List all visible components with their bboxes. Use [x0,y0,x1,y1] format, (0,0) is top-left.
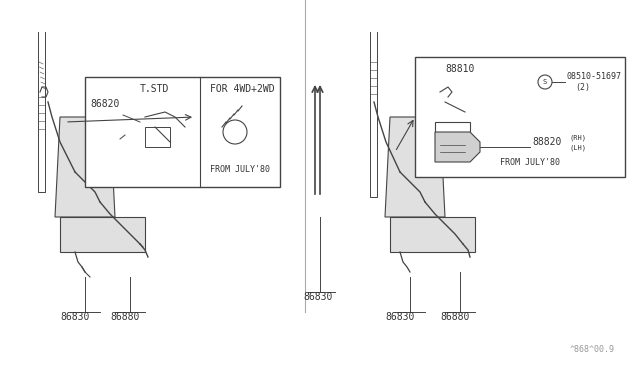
Text: FROM JULY'80: FROM JULY'80 [500,158,560,167]
Polygon shape [390,217,475,252]
Text: 86880: 86880 [110,312,140,322]
Text: FOR 4WD+2WD: FOR 4WD+2WD [210,84,275,94]
Text: 86830: 86830 [303,292,333,302]
Text: 86830: 86830 [60,312,90,322]
Bar [415,57,625,177]
Bar [435,122,470,142]
Text: (RH): (RH) [570,134,587,141]
Text: T.STD: T.STD [140,84,170,94]
Text: 86880: 86880 [440,312,470,322]
Text: 08510-51697: 08510-51697 [567,72,622,81]
Text: 86830: 86830 [385,312,415,322]
Text: S: S [543,79,547,85]
Polygon shape [385,117,445,217]
Text: (2): (2) [575,83,590,92]
Text: 86820: 86820 [90,99,120,109]
Polygon shape [60,217,145,252]
Polygon shape [435,132,480,162]
Bar [85,77,280,187]
Bar [145,127,170,147]
Text: FROM JULY'80: FROM JULY'80 [210,165,270,174]
Text: ^868^00.9: ^868^00.9 [570,345,615,354]
Polygon shape [55,117,115,217]
Text: 88820: 88820 [532,137,561,147]
Text: (LH): (LH) [570,144,587,151]
Text: 88810: 88810 [445,64,474,74]
